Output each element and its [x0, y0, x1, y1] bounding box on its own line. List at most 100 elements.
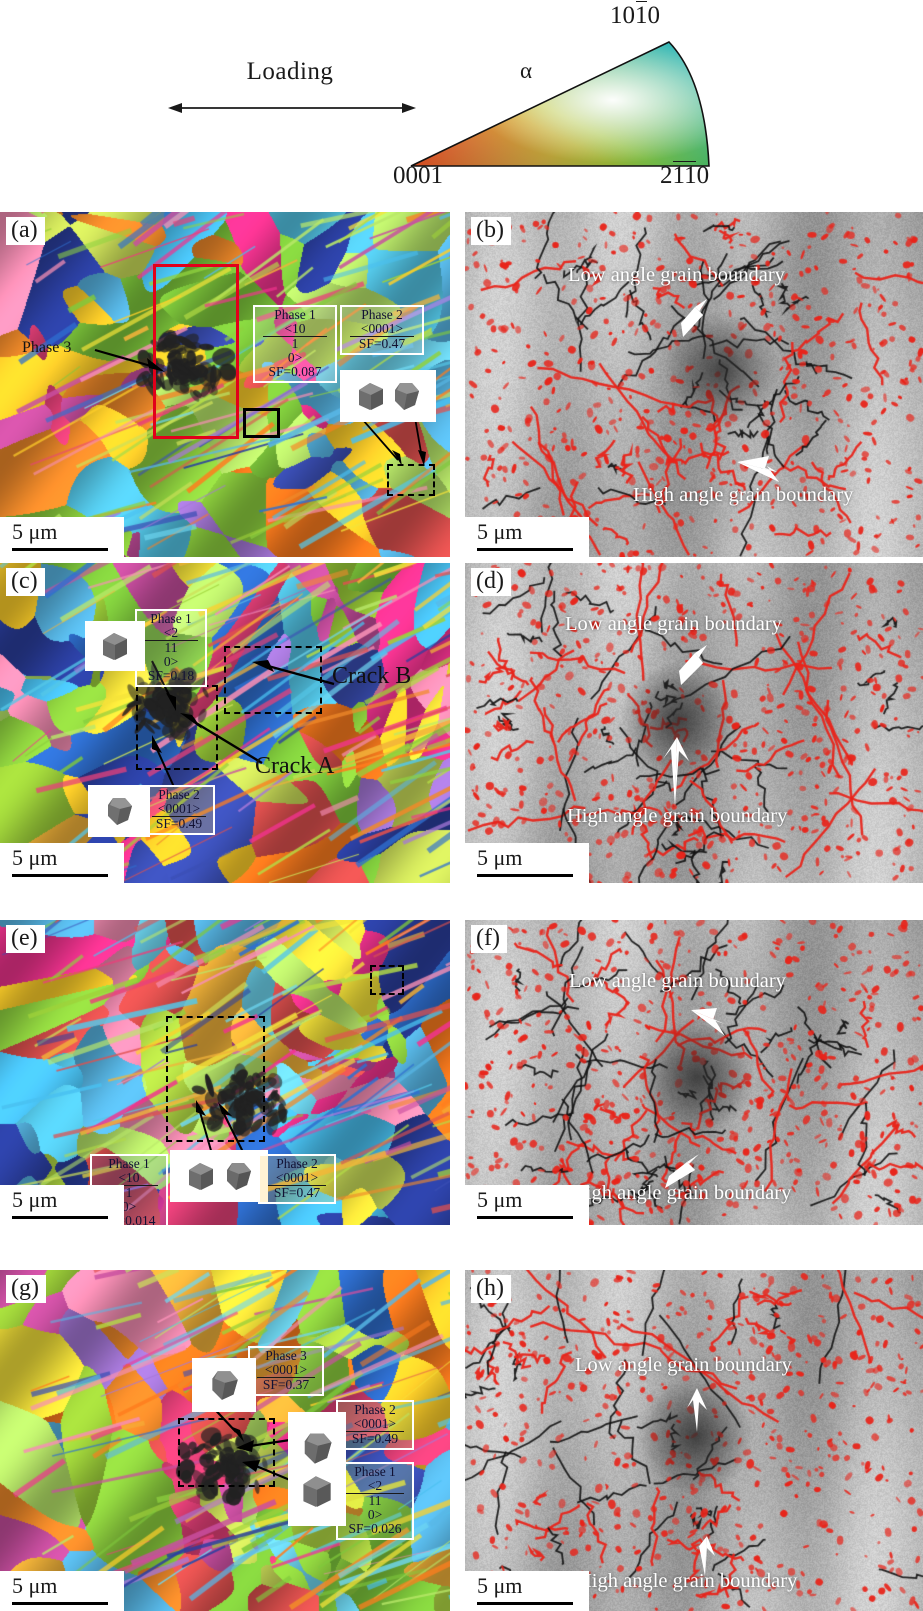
- low-angle-boundary-label-b: Low angle grain boundary: [568, 264, 785, 286]
- scale-bar-e: 5 μm: [0, 1185, 124, 1225]
- phase-legend-phase1-a: Phase 1 <10 1 0> SF=0.087: [253, 305, 337, 384]
- scale-bar-line: [12, 1602, 108, 1605]
- phase-legend-phase2-g: Phase 2 <0001> SF=0.49: [336, 1400, 414, 1450]
- low-angle-pointer-arrow-icon-h: [687, 1388, 707, 1432]
- low-angle-pointer-arrow-icon-d: [679, 645, 707, 685]
- band-contrast-canvas-h: [465, 1270, 923, 1611]
- high-angle-pointer-arrow-icon-f: [665, 1154, 699, 1188]
- phase3-callout-label: Phase 3: [22, 339, 72, 356]
- unit-cell-hexagon-icon: [304, 1432, 332, 1464]
- phase-legend-phase1-c: Phase 1 <2 11 0> SF=0.18: [135, 609, 207, 688]
- unit-cell-icon-phase1-c: [85, 621, 145, 671]
- region-of-interest-dashed: [387, 464, 435, 496]
- scale-bar-line: [477, 1602, 573, 1605]
- phase-legend-pointer-arrows-g: [236, 1438, 291, 1482]
- crack-b-pointer-arrow-icon: [252, 660, 335, 686]
- panel-label-e: (e): [6, 925, 45, 954]
- panel-label-a: (a): [6, 217, 45, 246]
- scale-bar-c: 5 μm: [0, 843, 124, 883]
- panel-c-ipf-map: (c) Phase 1 <2 11 0> SF=0.18 Phase 2 <0001…: [0, 563, 450, 883]
- panel-label-g: (g): [6, 1275, 46, 1304]
- unit-cell-hexagon-icon: [394, 383, 419, 410]
- unit-cell-icon-phase2-c: [88, 785, 150, 837]
- high-angle-pointer-arrow-icon-d: [663, 737, 689, 807]
- scale-bar-g: 5 μm: [0, 1571, 124, 1611]
- band-contrast-canvas-d: [465, 563, 923, 883]
- scale-bar-line: [12, 1216, 108, 1219]
- unit-cell-icons-g: [288, 1412, 346, 1526]
- unit-cell-cube-icon: [103, 633, 127, 660]
- unit-cell-hexagon-icon: [212, 1371, 238, 1400]
- phase1-pointer-arrow-icon-c: [151, 660, 176, 711]
- ipf-colour-key: 1010 0001 2110 α: [393, 0, 735, 189]
- high-angle-boundary-label-b: High angle grain boundary: [633, 484, 854, 506]
- phase-legend-phase2-a: Phase 2 <0001> SF=0.47: [340, 305, 424, 355]
- scale-bar-line: [477, 548, 573, 551]
- scale-bar-a: 5 μm: [0, 517, 124, 557]
- low-angle-boundary-label-f: Low angle grain boundary: [569, 970, 786, 992]
- phase-legend-phase2-c: Phase 2 <0001> SF=0.49: [143, 785, 215, 835]
- alpha-phase-label: α: [520, 58, 533, 83]
- unit-cell-cube-icon: [358, 383, 383, 410]
- region-of-interest-red: [153, 264, 239, 439]
- scale-bar-line: [477, 1216, 573, 1219]
- panel-e-ipf-map: (e) Phase 1 <10 1 0> SF=0.014 Phase 2 <000…: [0, 920, 450, 1225]
- scale-bar-line: [12, 548, 108, 551]
- ebsd-ipf-canvas-c: [0, 563, 450, 883]
- region-of-interest-dashed-corner-e: [370, 965, 404, 995]
- unit-cell-hexagon-icon: [226, 1163, 251, 1190]
- unit-cell-cube-icon: [303, 1475, 331, 1507]
- high-angle-boundary-label-d: High angle grain boundary: [567, 805, 788, 827]
- unit-cell-icons-a: [340, 370, 436, 422]
- panel-label-h: (h): [471, 1275, 511, 1304]
- high-angle-pointer-arrow-icon-h: [693, 1536, 715, 1576]
- low-angle-boundary-label-d: Low angle grain boundary: [565, 613, 782, 635]
- panel-label-c: (c): [6, 568, 45, 597]
- loading-direction-label: Loading: [246, 58, 334, 85]
- panel-f-band-contrast: (f) Low angle grain boundary High angle …: [465, 920, 923, 1225]
- crack-a-pointer-arrow-icon: [180, 713, 263, 765]
- phase-legend-phase3-g: Phase 3 <0001> SF=0.37: [248, 1346, 324, 1396]
- region-of-interest-black: [243, 408, 280, 438]
- scale-bar-b: 5 μm: [465, 517, 589, 557]
- unit-cell-cube-icon: [188, 1163, 213, 1190]
- scale-bar-f: 5 μm: [465, 1185, 589, 1225]
- panel-a-ipf-map: (a) Phase 3 Phase 1 <10 1 0> SF=0.087 Phas…: [0, 212, 450, 557]
- region-of-interest-dashed-center-e: [166, 1016, 265, 1142]
- panel-b-band-contrast: (b) Low angle grain boundary High angle …: [465, 212, 923, 557]
- panel-g-ipf-map: (g) Phase 3 <0001> SF=0.37 Phase 2 <0001…: [0, 1270, 450, 1611]
- low-angle-boundary-label-h: Low angle grain boundary: [575, 1354, 792, 1376]
- panel-label-b: (b): [471, 217, 511, 246]
- panel-h-band-contrast: (h) Low angle grain boundary High angle …: [465, 1270, 923, 1611]
- unit-cell-hexagon-icon: [108, 798, 132, 825]
- high-angle-boundary-label-h: High angle grain boundary: [577, 1570, 798, 1592]
- phase-legend-phase2-e: Phase 2 <0001> SF=0.47: [258, 1154, 336, 1204]
- phase3-pointer-arrow-icon: [94, 348, 165, 372]
- scale-bar-d: 5 μm: [465, 843, 589, 883]
- panel-d-band-contrast: (d) Low angle grain boundary High angle …: [465, 563, 923, 883]
- region-of-interest-dashed-g: [178, 1418, 275, 1487]
- ipf-vertex-label-2110: 2110: [660, 160, 710, 189]
- low-angle-pointer-arrow-icon-f: [691, 1008, 725, 1036]
- scale-bar-line: [477, 874, 573, 877]
- double-headed-horizontal-arrow-icon: [168, 103, 416, 113]
- crack-a-label: Crack A: [255, 753, 335, 779]
- panel-label-d: (d): [471, 568, 511, 597]
- scale-bar-h: 5 μm: [465, 1571, 589, 1611]
- phase-legend-pointer-arrows-e: [196, 1100, 245, 1155]
- phase-legend-phase1-g: Phase 1 <2 11 0> SF=0.026: [336, 1462, 414, 1541]
- ipf-vertex-label-0001: 0001: [393, 162, 443, 189]
- ipf-triangle-icon: [410, 41, 710, 167]
- band-contrast-canvas-f: [465, 920, 923, 1225]
- band-contrast-canvas-b: [465, 212, 923, 557]
- unit-cell-icons-e: [170, 1150, 268, 1202]
- high-angle-boundary-label-f: High angle grain boundary: [571, 1182, 792, 1204]
- unit-cell-icon-phase3-g: [192, 1358, 256, 1412]
- crack-b-label: Crack B: [332, 663, 412, 689]
- figure-header: Loading: [0, 0, 923, 205]
- scale-bar-line: [12, 874, 108, 877]
- low-angle-pointer-arrow-icon-b: [681, 299, 707, 337]
- ebsd-ipf-canvas-g: [0, 1270, 450, 1611]
- high-angle-pointer-arrow-icon-b: [737, 456, 779, 482]
- panel-label-f: (f): [471, 925, 507, 954]
